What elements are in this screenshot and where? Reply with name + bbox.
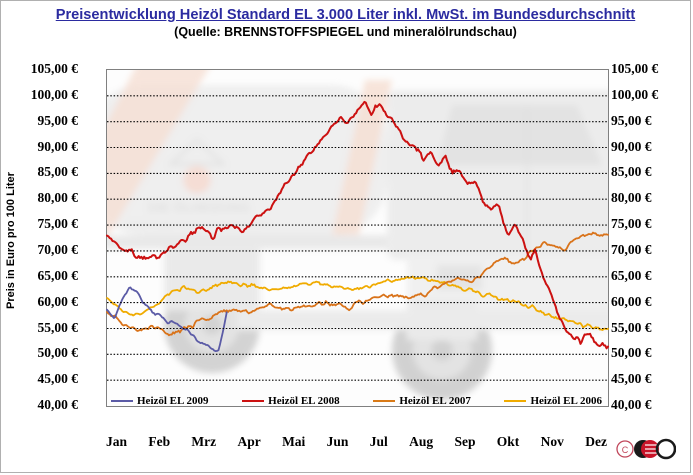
svg-text:C: C	[622, 445, 629, 455]
